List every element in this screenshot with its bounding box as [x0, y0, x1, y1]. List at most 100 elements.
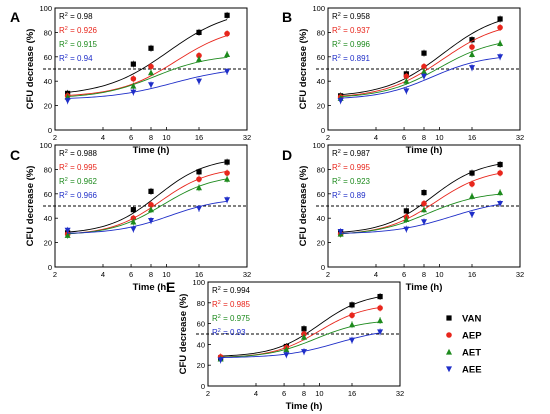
y-tick-label: 40	[317, 214, 325, 223]
data-point-aee	[377, 329, 384, 336]
r2-value: 0.94	[77, 54, 93, 63]
x-tick-label: 16	[195, 133, 203, 142]
y-axis-label: CFU decrease (%)	[298, 166, 309, 247]
r2-label-aee: R2 = 0.89	[332, 191, 366, 200]
data-point-van	[224, 12, 230, 18]
legend-label-aep: AEP	[462, 331, 482, 342]
data-point-van	[148, 45, 154, 51]
data-point-aee	[64, 98, 71, 104]
r2-value: 0.93	[230, 328, 246, 337]
x-tick-label: 32	[516, 270, 524, 279]
data-point-van	[301, 326, 307, 332]
data-point-aee	[403, 88, 410, 95]
data-point-aee	[148, 218, 154, 224]
data-point-aep	[196, 176, 202, 182]
x-axis-label: Time (h)	[406, 145, 443, 156]
y-tick-label: 100	[39, 141, 52, 150]
x-tick-label: 4	[101, 270, 105, 279]
r2-value: 0.988	[77, 149, 98, 158]
data-point-aee	[497, 54, 504, 60]
data-point-aee	[196, 78, 202, 85]
y-tick-label: 100	[312, 141, 325, 150]
data-point-aep	[403, 73, 410, 80]
r2-label-van: R2 = 0.994	[212, 286, 251, 295]
x-tick-label: 32	[396, 389, 404, 398]
data-point-aep	[224, 30, 230, 37]
x-axis-label: Time (h)	[133, 145, 170, 156]
data-point-aep	[469, 44, 475, 50]
legend-marker-van	[446, 315, 452, 321]
data-point-aet	[497, 40, 504, 46]
data-point-aet	[403, 78, 410, 84]
data-point-aee	[283, 352, 290, 358]
data-point-aet	[349, 321, 355, 328]
fit-curve-van	[340, 20, 501, 96]
x-tick-label: 32	[516, 133, 524, 142]
x-tick-label: 8	[422, 133, 426, 142]
data-point-van	[469, 170, 475, 176]
data-point-aee	[421, 219, 427, 226]
y-tick-label: 20	[197, 361, 205, 370]
y-axis-label: CFU decrease (%)	[298, 29, 309, 110]
r2-label-aee: R2 = 0.93	[212, 328, 246, 337]
data-point-aet	[224, 175, 231, 182]
data-point-aet	[497, 189, 504, 196]
r2-value: 0.966	[77, 191, 98, 200]
x-tick-label: 6	[402, 270, 406, 279]
x-tick-label: 10	[435, 133, 443, 142]
x-tick-label: 10	[435, 270, 443, 279]
legend-marker-aet	[446, 348, 452, 355]
data-point-van	[130, 207, 136, 213]
fit-curve-aet	[340, 42, 501, 98]
panel-letter: C	[10, 147, 20, 163]
r2-value: 0.975	[230, 314, 251, 323]
x-tick-label: 4	[374, 133, 378, 142]
y-tick-label: 60	[197, 320, 205, 329]
legend-marker-aee	[446, 366, 452, 373]
x-tick-label: 16	[468, 133, 476, 142]
r2-value: 0.89	[350, 191, 366, 200]
data-point-aee	[130, 89, 137, 96]
x-axis-label: Time (h)	[286, 401, 323, 412]
panel-letter: A	[10, 9, 20, 25]
data-point-aep	[469, 181, 475, 187]
y-tick-label: 40	[44, 77, 52, 86]
data-point-aee	[224, 68, 231, 75]
data-point-aet	[130, 82, 137, 89]
r2-value: 0.926	[77, 26, 98, 35]
data-point-aee	[349, 337, 355, 344]
data-point-van	[497, 16, 503, 22]
r2-value: 0.915	[77, 40, 98, 49]
y-tick-label: 80	[197, 299, 205, 308]
y-tick-label: 80	[317, 165, 325, 174]
y-tick-label: 20	[44, 239, 52, 248]
x-tick-label: 6	[129, 270, 133, 279]
data-point-aee	[469, 211, 475, 218]
r2-label-van: R2 = 0.987	[332, 149, 371, 158]
panel-d: D 0 20 40 60 80 100 2 4 6 8 10 16 32 Time (h) CFU decre…	[282, 141, 524, 293]
y-tick-label: 40	[44, 214, 52, 223]
y-tick-label: 40	[197, 340, 205, 349]
x-tick-label: 8	[422, 270, 426, 279]
data-point-aee	[337, 229, 344, 235]
x-tick-label: 32	[243, 133, 251, 142]
y-tick-label: 0	[48, 263, 52, 272]
x-tick-label: 2	[53, 270, 57, 279]
fit-curve-aep	[67, 35, 228, 96]
y-tick-label: 100	[39, 4, 52, 13]
data-point-van	[377, 293, 383, 300]
panel-c: C 0 20 40 60 80 100 2 4 6 8 10 16 32 Time (h) CFU decre…	[10, 141, 251, 293]
data-point-aep	[421, 200, 427, 207]
data-point-aee	[64, 227, 71, 234]
data-point-aet	[377, 317, 384, 324]
x-tick-label: 16	[468, 270, 476, 279]
x-tick-label: 6	[402, 133, 406, 142]
x-tick-label: 10	[162, 270, 170, 279]
r2-label-aet: R2 = 0.923	[332, 177, 371, 186]
r2-label-van: R2 = 0.988	[59, 149, 98, 158]
r2-value: 0.891	[350, 54, 371, 63]
r2-value: 0.98	[77, 12, 93, 21]
data-point-aee	[196, 205, 202, 212]
